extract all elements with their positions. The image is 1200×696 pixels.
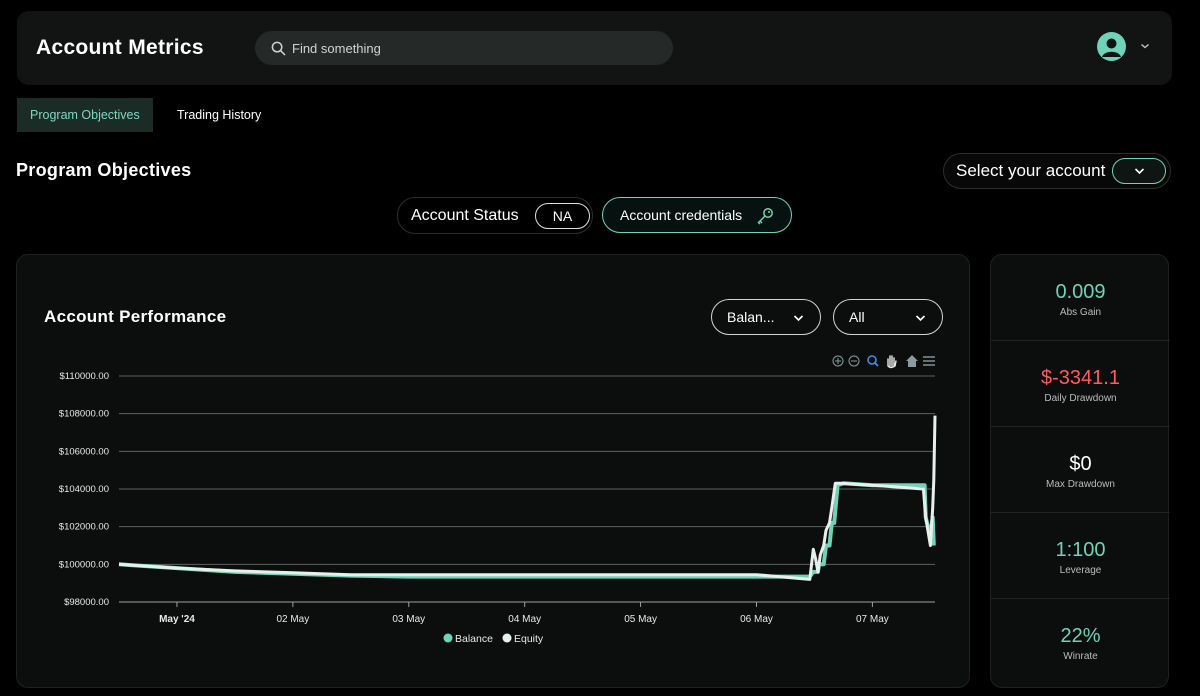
home-reset-icon[interactable] <box>906 355 918 367</box>
y-tick-label: $98000.00 <box>64 597 109 608</box>
stat-value: 1:100 <box>1055 539 1106 561</box>
series-line-equity <box>118 415 937 581</box>
chevron-down-icon <box>915 315 926 322</box>
y-tick-label: $108000.00 <box>59 409 109 420</box>
selection-zoom-icon[interactable] <box>867 355 879 367</box>
search-icon <box>271 41 286 55</box>
x-tick-label: 07 May <box>856 614 889 625</box>
menu-icon[interactable] <box>923 356 935 366</box>
stat-winrate: 22% Winrate <box>991 599 1170 685</box>
key-icon <box>757 208 773 225</box>
y-tick-label: $110000.00 <box>60 371 110 382</box>
status-badge: NA <box>535 203 590 229</box>
zoom-out-icon[interactable] <box>848 355 860 367</box>
performance-card: Account Performance Balan... All <box>16 254 970 688</box>
x-tick-label: 06 May <box>740 614 773 625</box>
y-tick-label: $100000.00 <box>59 559 109 570</box>
account-select-label: Select your account <box>956 161 1106 180</box>
search-box[interactable] <box>255 31 673 65</box>
legend-marker <box>443 633 453 643</box>
stat-max-drawdown: $0 Max Drawdown <box>991 427 1170 513</box>
chevron-down-icon[interactable] <box>1140 41 1150 51</box>
section-title: Program Objectives <box>16 160 192 180</box>
account-credentials-label: Account credentials <box>620 207 743 223</box>
chevron-down-icon <box>1134 168 1144 175</box>
y-tick-label: $102000.00 <box>59 522 109 533</box>
stat-label: Max Drawdown <box>1046 479 1115 490</box>
user-avatar-icon[interactable] <box>1097 32 1126 61</box>
metric-dropdown-value: Balan... <box>727 309 775 325</box>
stat-label: Daily Drawdown <box>1044 393 1117 404</box>
stat-label: Leverage <box>1059 565 1102 576</box>
stat-leverage: 1:100 Leverage <box>991 513 1170 599</box>
stat-abs-gain: 0.009 Abs Gain <box>991 255 1170 341</box>
chevron-down-icon <box>793 315 804 322</box>
chart-toolbar <box>832 355 935 369</box>
y-tick-label: $106000.00 <box>59 446 109 457</box>
stat-value: 22% <box>1060 625 1101 647</box>
performance-chart: $110000.00 $108000.00 $106000.00 $104000.00… <box>59 355 937 645</box>
account-status: Account Status NA <box>397 197 593 234</box>
stat-value: $0 <box>1069 453 1092 475</box>
metric-dropdown[interactable]: Balan... <box>711 299 821 335</box>
top-bar: Account Metrics <box>17 11 1172 85</box>
range-dropdown-value: All <box>849 309 865 325</box>
search-input[interactable] <box>292 40 652 56</box>
account-status-label: Account Status <box>411 206 519 224</box>
x-tick-label: May '24 <box>159 614 195 625</box>
stat-label: Abs Gain <box>1059 307 1102 318</box>
x-tick-label: 03 May <box>392 614 425 625</box>
pan-hand-icon[interactable] <box>887 355 897 369</box>
x-tick-label: 04 May <box>508 614 541 625</box>
zoom-in-icon[interactable] <box>832 355 844 367</box>
legend-marker <box>502 633 512 643</box>
account-credentials-button[interactable]: Account credentials <box>602 197 792 233</box>
stat-daily-drawdown: $-3341.1 Daily Drawdown <box>991 341 1170 427</box>
x-tick-label: 02 May <box>276 614 309 625</box>
account-select-toggle[interactable] <box>1112 158 1166 184</box>
tab-trading-history[interactable]: Trading History <box>177 108 262 122</box>
legend-label[interactable]: Balance <box>455 633 493 645</box>
app-title: Account Metrics <box>36 36 204 59</box>
stat-value: 0.009 <box>1055 281 1106 303</box>
y-tick-label: $104000.00 <box>59 484 109 495</box>
stat-label: Winrate <box>1063 651 1098 662</box>
tab-program-objectives[interactable]: Program Objectives <box>17 98 153 132</box>
stats-card: 0.009 Abs Gain $-3341.1 Daily Drawdown $… <box>990 254 1170 688</box>
x-tick-label: 05 May <box>624 614 657 625</box>
range-dropdown[interactable]: All <box>833 299 943 335</box>
performance-title: Account Performance <box>44 307 227 326</box>
account-select[interactable]: Select your account <box>943 153 1171 189</box>
legend-label[interactable]: Equity <box>514 633 544 645</box>
stat-value: $-3341.1 <box>1041 367 1120 389</box>
